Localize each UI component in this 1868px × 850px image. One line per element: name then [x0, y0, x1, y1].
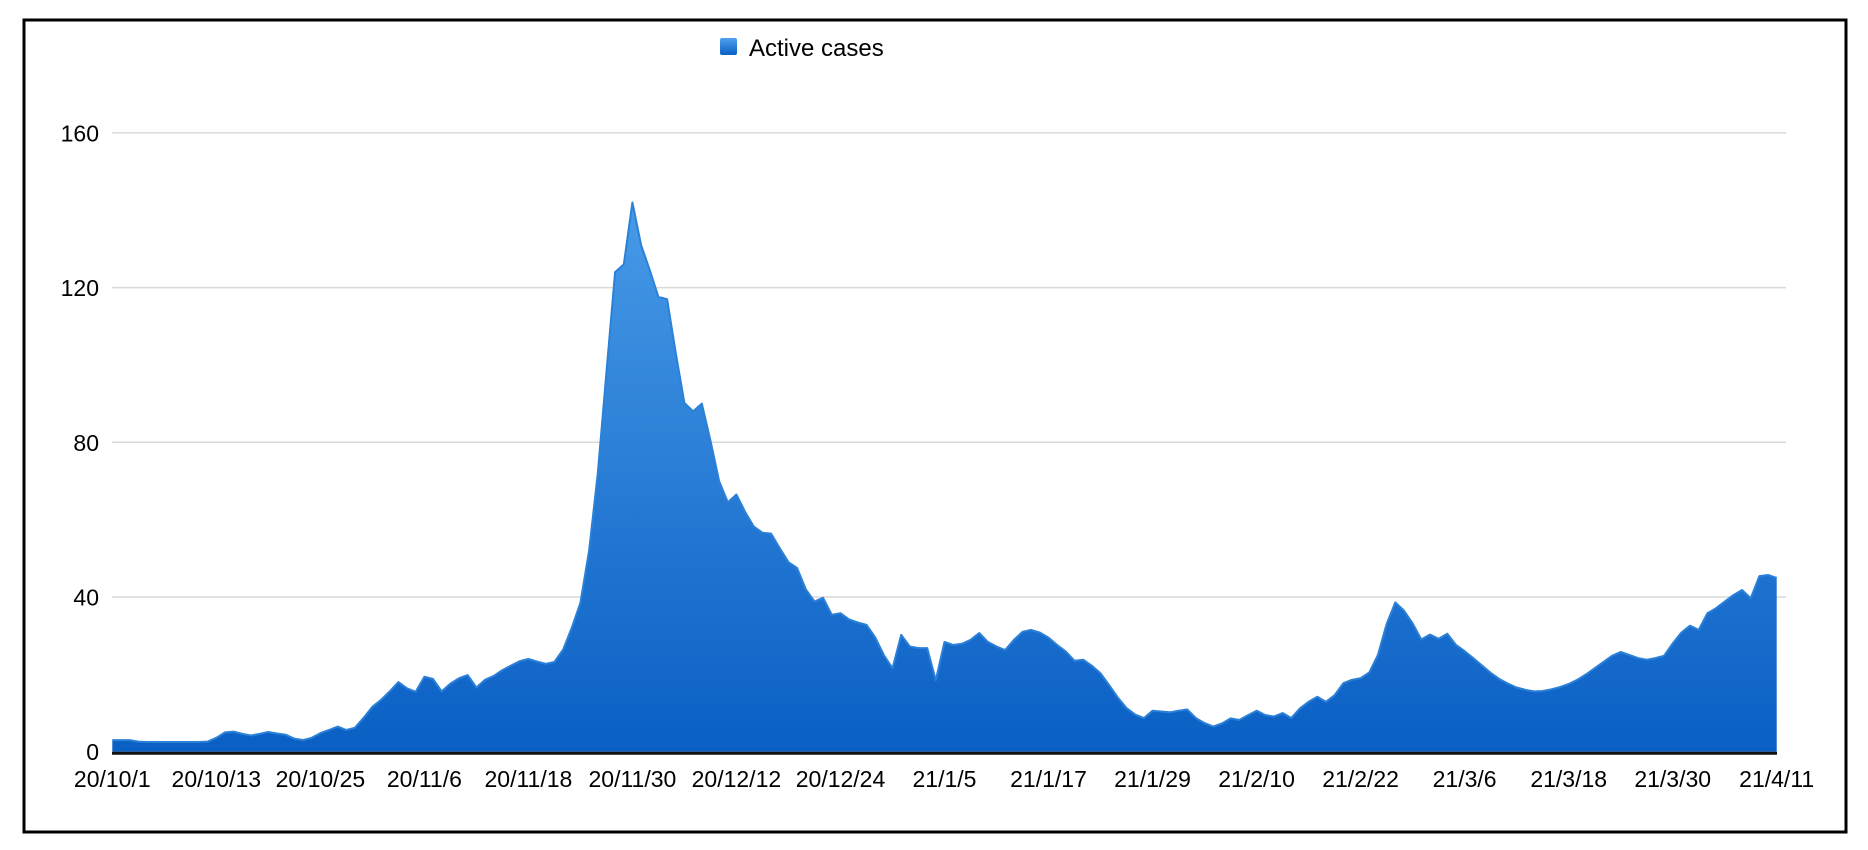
- x-axis-tick-label: 20/12/12: [692, 766, 782, 792]
- legend-label: Active cases: [749, 35, 884, 62]
- area-series-fill: [112, 202, 1777, 752]
- x-axis-tick-label: 21/4/11: [1739, 766, 1814, 792]
- x-axis-tick-label: 20/11/30: [588, 766, 676, 792]
- x-axis-tick-label: 20/11/6: [387, 766, 462, 792]
- area-series-outline: [112, 201, 1778, 743]
- gridlines: [112, 132, 1786, 598]
- x-axis-tick-label: 20/11/18: [484, 766, 572, 792]
- x-axis-tick-label: 20/12/24: [796, 766, 886, 792]
- plot-area: [112, 201, 1778, 752]
- y-axis-labels: 0 40 80 120 160: [61, 120, 99, 765]
- legend: Active cases: [720, 35, 884, 62]
- y-axis-tick-label: 80: [73, 430, 99, 456]
- x-axis-tick-label: 21/3/6: [1433, 766, 1497, 792]
- x-axis-tick-label: 20/10/25: [276, 766, 366, 792]
- x-axis-tick-label: 20/10/1: [74, 766, 151, 792]
- x-axis-tick-label: 21/2/10: [1218, 766, 1295, 792]
- x-axis-tick-label: 21/1/5: [913, 766, 977, 792]
- x-axis-tick-label: 21/1/29: [1114, 766, 1191, 792]
- x-axis-tick-label: 21/2/22: [1322, 766, 1399, 792]
- legend-swatch-icon: [720, 38, 737, 55]
- y-axis-tick-label: 120: [61, 275, 99, 301]
- y-axis-tick-label: 160: [61, 120, 99, 146]
- x-axis-tick-label: 21/3/30: [1634, 766, 1711, 792]
- y-axis-tick-label: 40: [73, 585, 99, 611]
- x-axis-labels: 20/10/1 20/10/13 20/10/25 20/11/6 20/11/18 20…: [74, 766, 1814, 792]
- x-axis-tick-label: 21/1/17: [1010, 766, 1087, 792]
- chart-frame: [22, 18, 1848, 834]
- x-axis-tick-label: 21/3/18: [1530, 766, 1607, 792]
- y-axis-tick-label: 0: [86, 739, 99, 765]
- x-axis-tick-label: 20/10/13: [172, 766, 262, 792]
